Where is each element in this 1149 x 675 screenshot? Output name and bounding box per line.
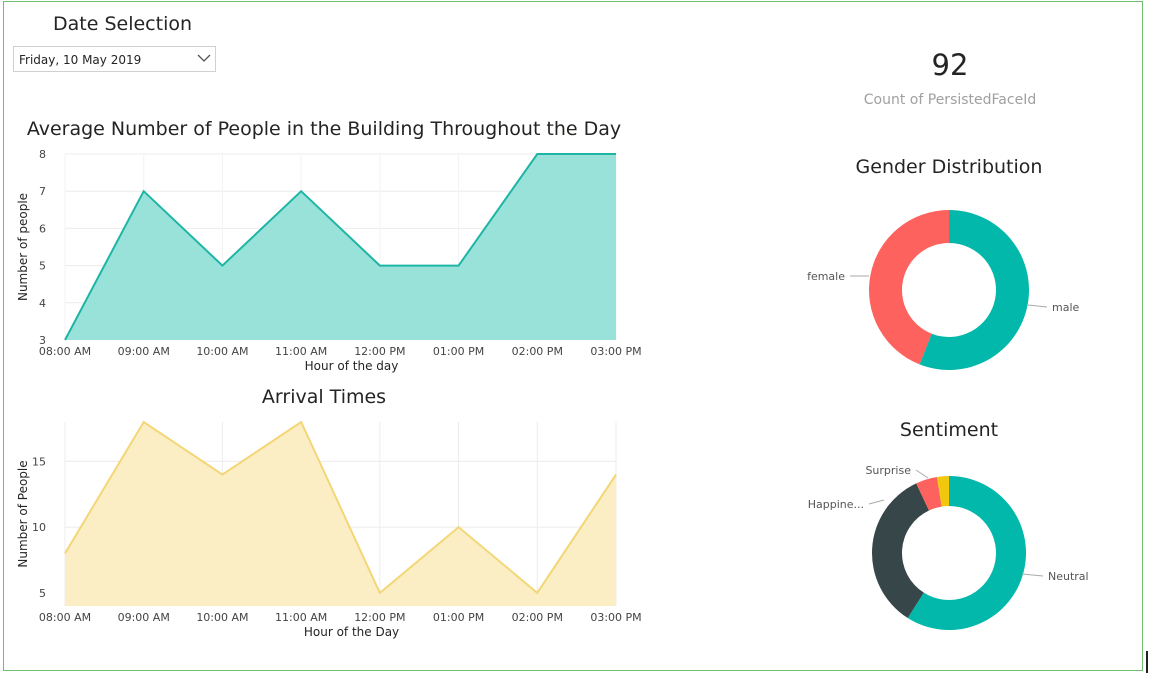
arrival-series-line xyxy=(64,420,617,595)
people-x-axis-title: Hour of the day xyxy=(305,359,399,373)
chevron-down-icon[interactable] xyxy=(197,52,211,64)
arrival-area-fill xyxy=(65,422,616,606)
people-y-tick: 4 xyxy=(39,297,46,310)
sentiment-slice-label: Happine... xyxy=(808,498,864,511)
sentiment-slice xyxy=(916,476,942,511)
gender-leader-line xyxy=(1027,304,1048,308)
sentiment-leader-line xyxy=(1021,573,1044,577)
arrival-x-tick: 08:00 AM xyxy=(39,611,91,624)
arrival-x-axis-title: Hour of the Day xyxy=(304,625,399,639)
sentiment-slice-label: Neutral xyxy=(1048,570,1089,583)
arrival-x-tick: 09:00 AM xyxy=(118,611,170,624)
people-x-tick: 09:00 AM xyxy=(118,345,170,358)
people-x-tick: 01:00 PM xyxy=(433,345,484,358)
sentiment-slice xyxy=(872,483,929,619)
kpi-value: 92 xyxy=(931,48,969,82)
sentiment-slice-label: Surprise xyxy=(865,464,911,477)
arrival-y-tick: 10 xyxy=(32,521,46,534)
gender-chart-title: Gender Distribution xyxy=(856,156,1043,178)
people-x-tick: 10:00 AM xyxy=(196,345,248,358)
people-x-tick: 12:00 PM xyxy=(354,345,405,358)
date-dropdown[interactable]: Friday, 10 May 2019 xyxy=(13,46,216,72)
date-selection-title: Date Selection xyxy=(53,13,193,35)
people-x-tick: 08:00 AM xyxy=(39,345,91,358)
arrival-x-tick: 11:00 AM xyxy=(275,611,327,624)
text-cursor xyxy=(1146,651,1148,673)
date-dropdown-value: Friday, 10 May 2019 xyxy=(19,53,142,67)
arrival-x-tick: 03:00 PM xyxy=(590,611,641,624)
people-y-tick: 7 xyxy=(39,185,46,198)
arrival-y-tick: 15 xyxy=(32,455,46,468)
gender-slice-label: male xyxy=(1052,301,1080,314)
sentiment-slice xyxy=(936,476,949,507)
people-series-line xyxy=(64,153,616,341)
gender-slice-label: female xyxy=(807,270,845,283)
people-x-tick: 02:00 PM xyxy=(512,345,563,358)
sentiment-leader-line xyxy=(868,499,885,505)
arrival-y-tick: 5 xyxy=(39,587,46,600)
people-y-tick: 3 xyxy=(39,334,46,347)
people-y-tick: 8 xyxy=(39,148,46,161)
people-y-tick: 5 xyxy=(39,260,46,273)
sentiment-leader-line xyxy=(915,469,929,479)
arrival-y-axis-title: Number of People xyxy=(16,460,30,567)
gender-slice xyxy=(869,210,949,365)
people-y-axis-title: Number of people xyxy=(16,193,30,301)
kpi-label: Count of PersistedFaceId xyxy=(863,92,1037,108)
arrival-x-tick: 02:00 PM xyxy=(512,611,563,624)
arrival-chart-title: Arrival Times xyxy=(262,386,386,408)
people-x-tick: 11:00 AM xyxy=(275,345,327,358)
people-area-fill xyxy=(65,154,616,340)
dashboard-frame xyxy=(3,1,1143,671)
people-chart-title: Average Number of People in the Building… xyxy=(27,118,621,140)
gender-slice xyxy=(919,210,1029,370)
people-x-tick: 03:00 PM xyxy=(590,345,641,358)
people-y-tick: 6 xyxy=(39,222,46,235)
arrival-x-tick: 01:00 PM xyxy=(433,611,484,624)
arrival-x-tick: 10:00 AM xyxy=(196,611,248,624)
sentiment-slice xyxy=(907,476,1027,630)
arrival-x-tick: 12:00 PM xyxy=(354,611,405,624)
sentiment-chart-title: Sentiment xyxy=(900,419,998,441)
